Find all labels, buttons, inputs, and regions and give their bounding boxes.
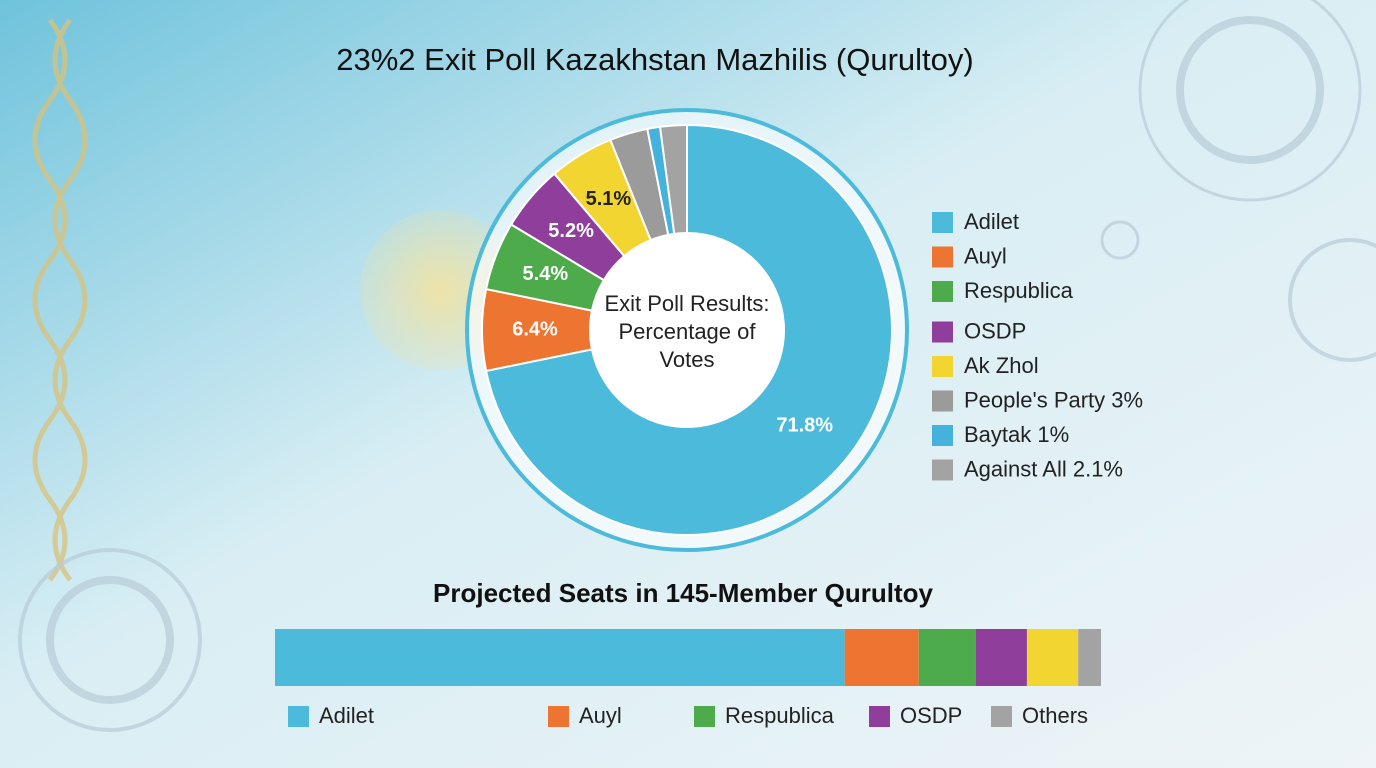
slice-label: 5.1% xyxy=(586,188,632,210)
legend-label: Baytak 1% xyxy=(964,422,1069,447)
legend-label: Against All 2.1% xyxy=(964,456,1123,481)
legend-label: Auyl xyxy=(964,243,1007,268)
legend-label: Others xyxy=(1022,703,1088,728)
bar-segment xyxy=(975,629,1027,686)
chart-title: 23%2 Exit Poll Kazakhstan Mazhilis (Quru… xyxy=(336,42,973,77)
legend-swatch xyxy=(991,706,1012,727)
donut xyxy=(481,123,893,536)
slice-label: 6.4% xyxy=(512,318,558,340)
bar-segment xyxy=(275,629,845,686)
donut-hole xyxy=(590,233,784,427)
center-label-box: Exit Poll Results: Percentage of Votes xyxy=(604,291,770,372)
legend-swatch xyxy=(288,706,309,727)
bar-segment xyxy=(1026,629,1079,686)
legend-swatch xyxy=(694,706,715,727)
bar-title: Projected Seats in 145-Member Qurultoy xyxy=(433,578,933,608)
legend-swatch xyxy=(548,706,569,727)
legend-label: Respublica xyxy=(725,703,835,728)
legend-label: Respublica xyxy=(964,278,1074,303)
slice-label: 5.4% xyxy=(523,263,569,285)
circle-decor xyxy=(18,0,1376,732)
center-label: Exit Poll Results: Percentage of Votes xyxy=(604,291,770,372)
ornament-band xyxy=(32,18,88,582)
legend-swatch xyxy=(932,425,953,446)
legend-label: People's Party 3% xyxy=(964,387,1143,412)
legend-label: Adilet xyxy=(964,209,1019,234)
bar-segment xyxy=(918,629,976,686)
legend-swatch xyxy=(932,281,953,302)
legend-swatch xyxy=(869,706,890,727)
legend-swatch xyxy=(932,321,953,343)
legend-label: Auyl xyxy=(579,703,622,728)
legend-swatch xyxy=(932,390,953,412)
bar-segment xyxy=(844,629,919,686)
slice-label: 71.8% xyxy=(776,414,833,436)
legend-label: Adilet xyxy=(319,703,374,728)
legend-label: OSDP xyxy=(964,318,1026,343)
legend-label: Ak Zhol xyxy=(964,353,1039,378)
bar-segment xyxy=(1078,629,1101,686)
legend-label: OSDP xyxy=(900,703,962,728)
legend-swatch xyxy=(932,459,953,481)
slice-label: 5.2% xyxy=(548,220,594,242)
legend-swatch xyxy=(932,212,953,233)
legend-swatch xyxy=(932,246,953,268)
legend-swatch xyxy=(932,356,953,377)
